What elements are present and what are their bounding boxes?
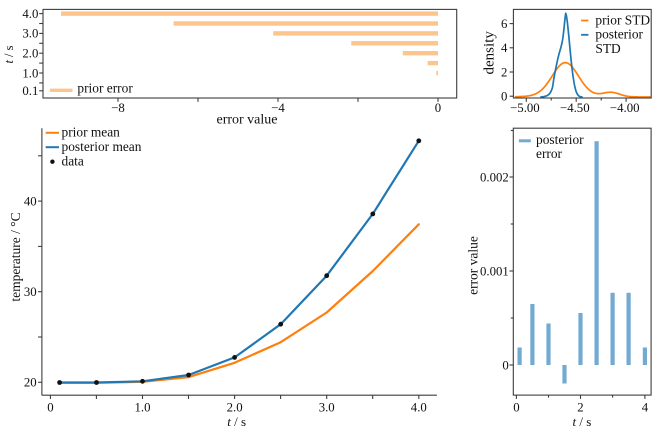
svg-text:−4: −4 bbox=[271, 101, 285, 115]
svg-text:3.0: 3.0 bbox=[22, 27, 38, 41]
svg-text:−4.50: −4.50 bbox=[560, 101, 590, 115]
svg-text:4.0: 4.0 bbox=[411, 400, 427, 414]
svg-text:STD: STD bbox=[595, 41, 621, 56]
svg-text:4: 4 bbox=[642, 400, 649, 414]
svg-text:2.0: 2.0 bbox=[227, 400, 243, 414]
svg-text:4: 4 bbox=[501, 41, 508, 55]
svg-text:0: 0 bbox=[502, 358, 508, 372]
svg-text:6: 6 bbox=[501, 17, 508, 31]
svg-text:posterior mean: posterior mean bbox=[62, 139, 142, 154]
svg-text:2: 2 bbox=[501, 65, 507, 79]
svg-text:error value: error value bbox=[466, 236, 481, 295]
svg-text:4.0: 4.0 bbox=[22, 7, 38, 21]
svg-text:posterior: posterior bbox=[595, 27, 643, 42]
svg-text:2: 2 bbox=[577, 400, 583, 414]
svg-text:0: 0 bbox=[47, 400, 53, 414]
svg-text:30: 30 bbox=[24, 285, 37, 299]
svg-text:40: 40 bbox=[24, 194, 37, 208]
svg-text:posterior: posterior bbox=[536, 132, 584, 147]
svg-text:prior mean: prior mean bbox=[62, 125, 121, 140]
svg-text:−4.00: −4.00 bbox=[610, 101, 640, 115]
svg-text:t / s: t / s bbox=[227, 414, 246, 429]
svg-text:1.0: 1.0 bbox=[22, 66, 38, 80]
svg-text:error: error bbox=[536, 146, 563, 161]
svg-text:t / s: t / s bbox=[2, 45, 16, 63]
svg-text:prior STD: prior STD bbox=[595, 12, 650, 27]
svg-text:0: 0 bbox=[513, 400, 519, 414]
svg-text:1.0: 1.0 bbox=[135, 400, 151, 414]
svg-text:20: 20 bbox=[24, 376, 37, 390]
svg-text:0: 0 bbox=[435, 101, 441, 115]
svg-text:0.002: 0.002 bbox=[480, 170, 509, 184]
svg-text:0.1: 0.1 bbox=[22, 84, 38, 98]
svg-text:−8: −8 bbox=[111, 101, 125, 115]
svg-text:temperature / °C: temperature / °C bbox=[8, 212, 23, 301]
svg-text:data: data bbox=[62, 154, 84, 169]
svg-text:0: 0 bbox=[501, 90, 507, 104]
svg-text:2.0: 2.0 bbox=[22, 47, 38, 61]
svg-text:density: density bbox=[482, 31, 498, 75]
svg-text:prior error: prior error bbox=[77, 81, 133, 96]
svg-text:−5.00: −5.00 bbox=[510, 101, 540, 115]
svg-text:0.001: 0.001 bbox=[480, 264, 509, 278]
svg-text:t / s: t / s bbox=[573, 414, 592, 429]
svg-text:error value: error value bbox=[216, 113, 277, 128]
svg-text:3.0: 3.0 bbox=[319, 400, 335, 414]
